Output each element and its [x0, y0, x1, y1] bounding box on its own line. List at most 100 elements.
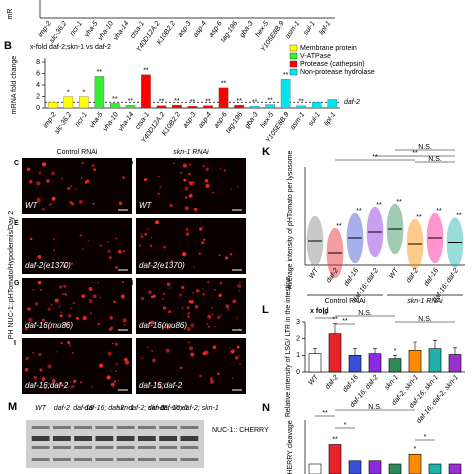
bracket-label: N.S.	[368, 404, 382, 411]
fluorescent-spot	[81, 248, 84, 251]
fluorescent-spot	[107, 351, 112, 356]
fluorescent-spot	[193, 266, 195, 269]
significance: *	[414, 446, 417, 453]
bar	[448, 463, 462, 474]
error-bar	[433, 340, 437, 349]
protein-band	[52, 458, 71, 461]
y-axis-label: CHERRY cleavage	[287, 420, 294, 474]
fluorescent-spot	[202, 164, 205, 168]
fluorescent-spot	[236, 317, 238, 320]
fluorescent-spot	[114, 342, 119, 346]
fluorescent-spot	[80, 177, 83, 179]
fluorescent-spot	[58, 285, 63, 289]
bar	[280, 79, 291, 109]
fluorescent-spot	[219, 281, 223, 285]
fluorescent-spot	[59, 314, 63, 318]
fluorescent-spot	[79, 234, 82, 237]
fluorescent-spot	[199, 227, 203, 231]
error-bar	[333, 323, 337, 334]
fluorescent-spot	[42, 163, 44, 165]
fluorescent-spot	[115, 266, 118, 269]
fluorescent-spot	[40, 288, 43, 292]
fluorescent-spot	[239, 281, 241, 284]
fluorescent-spot	[71, 384, 75, 389]
fluorescent-spot	[150, 350, 154, 353]
significance: **	[436, 208, 442, 215]
fluorescent-spot	[230, 188, 232, 191]
panel-letter: L	[262, 304, 269, 316]
fluorescent-spot	[189, 346, 194, 351]
group-label: Control RNAi	[325, 298, 366, 305]
y-tick-label: 3	[296, 319, 300, 326]
protein-band	[52, 446, 71, 449]
fluorescent-spot	[192, 291, 194, 294]
legend-label: Membrane protein	[300, 45, 357, 52]
bracket-label: *	[344, 422, 347, 429]
bracket-label: *	[424, 434, 427, 441]
fluorescent-spot	[152, 358, 156, 363]
fluorescent-spot	[28, 317, 33, 322]
fluorescent-spot	[88, 286, 93, 292]
genotype-label: WT	[25, 201, 39, 210]
genotype-label: daf-16(mu86)	[139, 321, 187, 330]
lane-label: WT	[35, 405, 47, 412]
panel-letter: E	[14, 220, 19, 227]
significance: **	[128, 98, 134, 105]
protein-band	[116, 436, 135, 441]
fluorescent-spot	[205, 183, 210, 188]
fluorescent-spot	[50, 304, 52, 306]
significance: **	[112, 96, 118, 103]
fluorescent-spot	[55, 329, 57, 331]
protein-band	[74, 458, 93, 461]
fluorescent-spot	[232, 299, 237, 304]
fluorescent-spot	[110, 370, 112, 372]
fluorescent-spot	[107, 241, 109, 243]
fluorescent-spot	[69, 344, 71, 346]
fluorescent-spot	[161, 297, 164, 300]
bar	[348, 460, 362, 474]
bar	[125, 104, 136, 109]
fluorescent-spot	[147, 290, 152, 295]
protein-band	[95, 446, 114, 449]
fluorescent-spot	[27, 307, 31, 311]
fluorescent-spot	[188, 172, 191, 176]
fluorescent-spot	[193, 181, 195, 184]
panel-letter: M	[8, 401, 17, 413]
fluorescent-spot	[87, 239, 89, 242]
significance: **	[267, 97, 273, 104]
lane-label: daf-16;daf-2; skn-1	[160, 405, 219, 412]
fluorescent-spot	[162, 326, 165, 329]
micrograph	[136, 218, 246, 274]
fluorescent-spot	[61, 178, 63, 180]
fluorescent-spot	[118, 201, 123, 206]
y-axis-label: Relative intensity of LSG/ LTR in the in…	[285, 277, 292, 417]
fluorescent-spot	[173, 162, 175, 165]
bracket-label: N.S.	[358, 310, 372, 317]
fluorescent-spot	[99, 244, 102, 247]
fluorescent-spot	[67, 313, 72, 318]
fluorescent-spot	[64, 292, 67, 296]
fluorescent-spot	[193, 207, 198, 212]
significance: **	[174, 98, 180, 105]
fluorescent-spot	[163, 245, 167, 249]
fluorescent-spot	[53, 237, 56, 241]
fluorescent-spot	[38, 352, 42, 357]
fluorescent-spot	[59, 382, 64, 387]
fluorescent-spot	[113, 380, 117, 383]
fluorescent-spot	[237, 186, 239, 188]
fluorescent-spot	[41, 162, 47, 167]
protein-band	[52, 436, 71, 441]
bar	[368, 460, 382, 474]
bar	[327, 99, 338, 109]
significance: **	[283, 72, 289, 79]
panel-letter: N	[262, 402, 270, 414]
fluorescent-spot	[36, 198, 41, 203]
bar	[448, 354, 462, 373]
significance: **	[97, 69, 103, 76]
fluorescent-spot	[180, 171, 183, 174]
significance: **	[205, 99, 211, 106]
y-tick-label: 2	[296, 336, 300, 343]
legend-swatch	[289, 68, 298, 76]
fluorescent-spot	[143, 178, 147, 182]
fluorescent-spot	[211, 313, 214, 316]
